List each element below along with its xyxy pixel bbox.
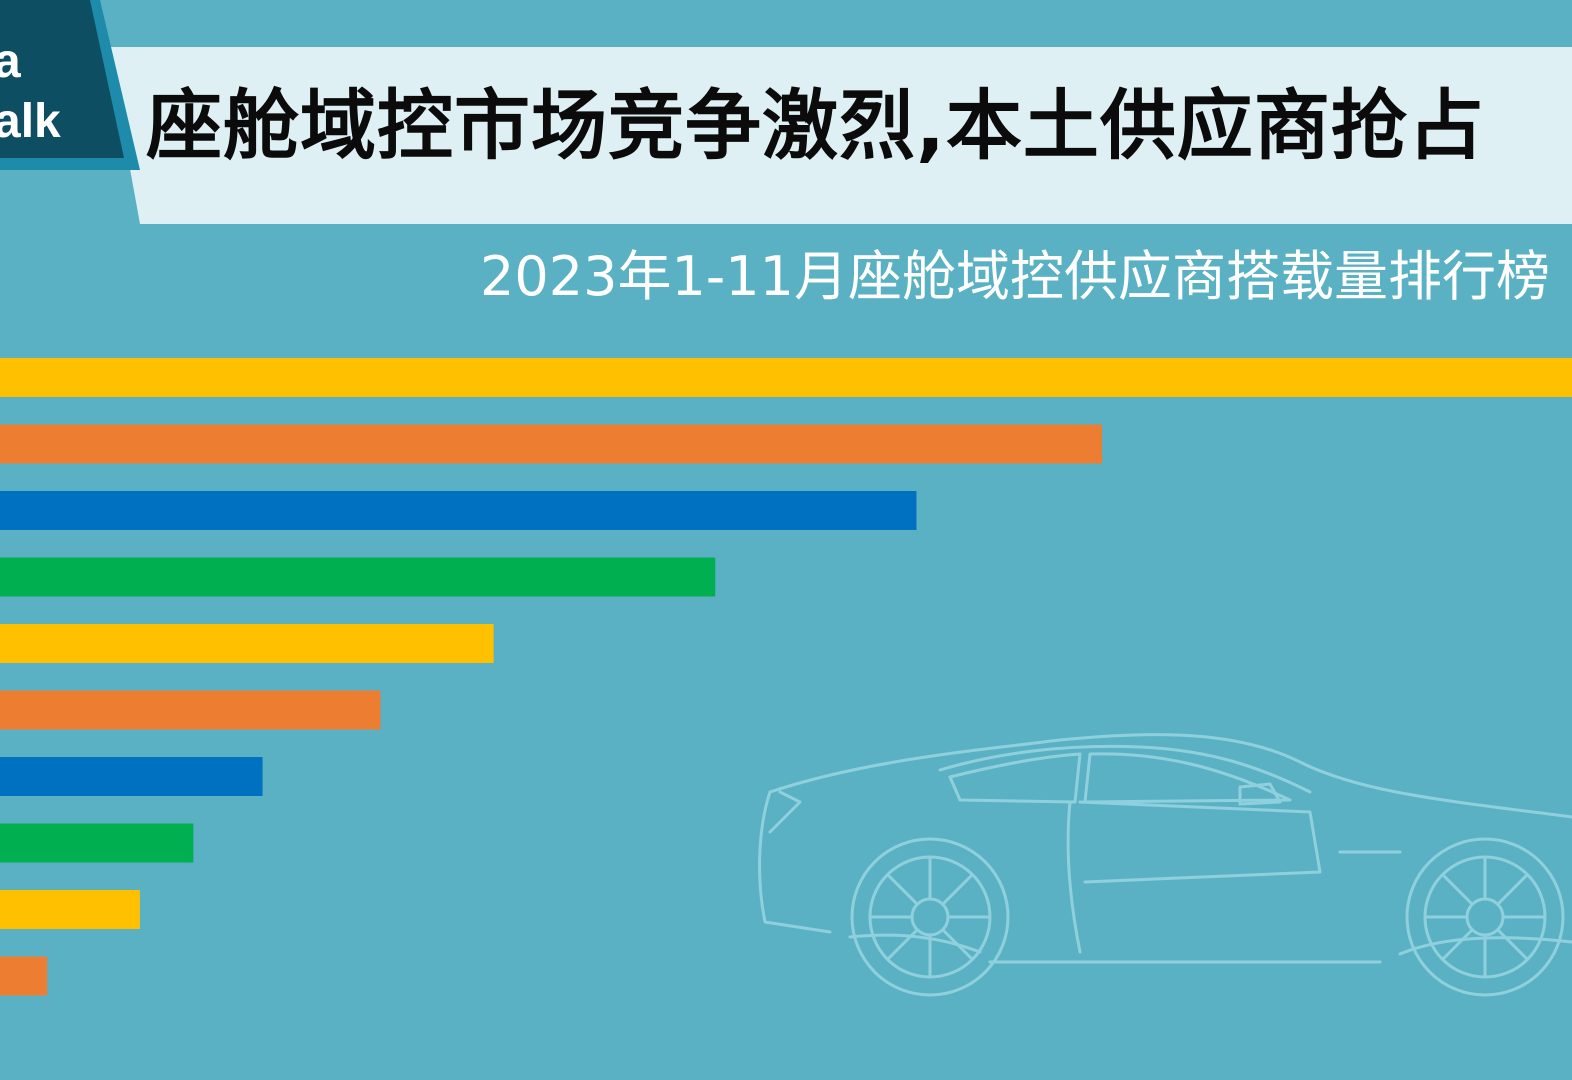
car-roof xyxy=(938,744,1312,794)
front-wheel-spokes xyxy=(1423,855,1547,979)
car-door-panel xyxy=(1078,800,1322,884)
car-outline-illustration xyxy=(758,733,1572,997)
logo-text-line2: alk xyxy=(0,95,61,148)
chart-subtitle: 2023年1-11月座舱域控供应商搭载量排行榜 xyxy=(480,245,1550,308)
logo-panel xyxy=(0,0,124,158)
logo-text-line1: a xyxy=(0,35,21,88)
rear-wheel-spokes xyxy=(868,855,992,979)
bar-7 xyxy=(0,757,263,796)
car-lower-line xyxy=(848,933,1572,956)
bar-6 xyxy=(0,690,381,730)
front-wheel-tire xyxy=(1405,837,1565,997)
bar-8 xyxy=(0,823,194,863)
car-mirror xyxy=(1238,782,1282,806)
bar-1 xyxy=(0,358,1572,397)
page-title: 座舱域控市场竞争激烈,本土供应商抢占 xyxy=(146,81,1485,170)
brand-logo xyxy=(0,0,140,170)
bar-2 xyxy=(0,424,1102,464)
car-window-rear xyxy=(1083,752,1292,804)
title-band-shape xyxy=(108,47,1572,224)
rear-wheel-tire xyxy=(850,837,1010,997)
car-trunk xyxy=(768,790,802,834)
car-rear xyxy=(758,790,832,934)
title-band xyxy=(108,47,1572,224)
car-door-line xyxy=(1066,800,1082,954)
bar-5 xyxy=(0,624,494,663)
bar-4 xyxy=(0,557,716,597)
bar-3 xyxy=(0,491,917,530)
bar-9 xyxy=(0,890,140,929)
bar-10 xyxy=(0,956,48,996)
car-window xyxy=(948,752,1082,804)
car-body xyxy=(768,733,1572,819)
bar-chart xyxy=(0,358,1572,996)
